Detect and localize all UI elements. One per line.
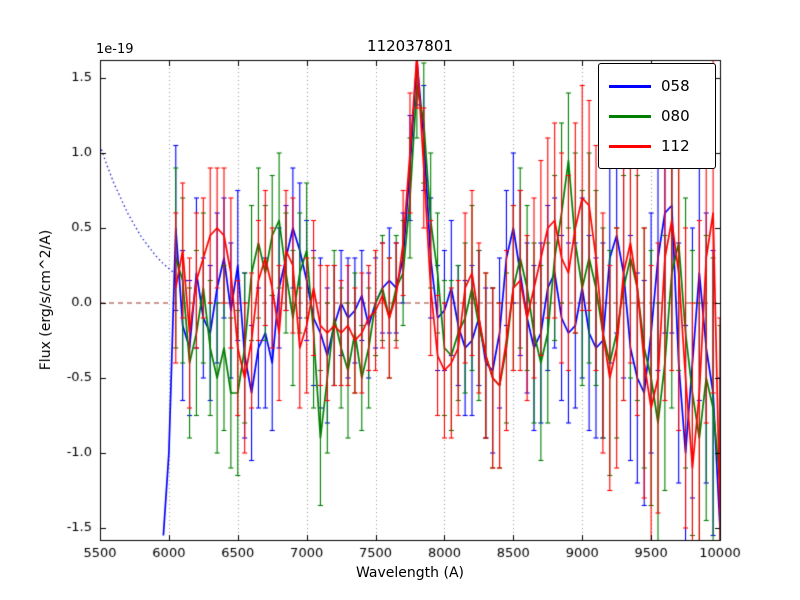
legend-label: 058: [661, 77, 690, 95]
chart-title: 112037801: [367, 37, 453, 55]
legend-item-112: 112: [609, 131, 705, 161]
x-axis-label: Wavelength (A): [355, 565, 464, 581]
legend-label: 080: [661, 107, 690, 125]
legend-item-080: 080: [609, 101, 705, 131]
y-axis-offset-label: 1e-19: [96, 42, 134, 57]
legend-label: 112: [661, 137, 690, 155]
legend-line-sample-red: [609, 144, 651, 148]
legend: 058 080 112: [598, 63, 716, 169]
legend-line-sample-green: [609, 114, 651, 118]
legend-item-058: 058: [609, 71, 705, 101]
legend-line-sample-blue: [609, 84, 651, 88]
y-axis-label: Flux (erg/s/cm^2/A): [38, 229, 54, 371]
